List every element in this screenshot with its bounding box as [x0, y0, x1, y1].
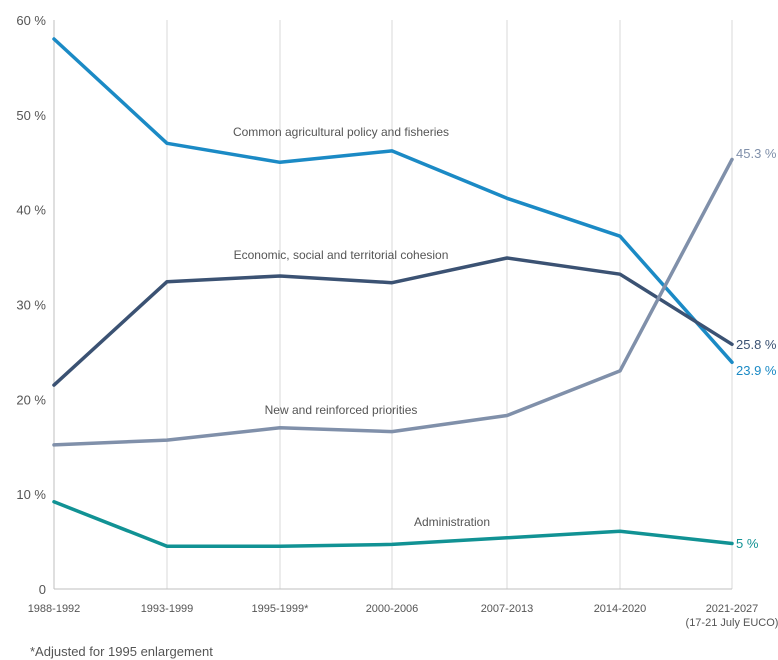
data-point-1-0 [52, 383, 56, 387]
data-point-3-3 [390, 542, 394, 546]
y-tick-label-4: 40 % [16, 203, 46, 218]
y-tick-label-2: 20 % [16, 392, 46, 407]
data-point-3-1 [165, 544, 169, 548]
footnote: *Adjusted for 1995 enlargement [30, 644, 213, 659]
data-point-3-4 [505, 536, 509, 540]
data-point-2-4 [505, 414, 509, 418]
data-point-1-2 [278, 274, 282, 278]
data-point-0-2 [278, 160, 282, 164]
y-tick-label-0: 0 [39, 582, 46, 597]
data-point-2-0 [52, 443, 56, 447]
x-tick-sublabel-6: (17-21 July EUCO) [686, 617, 778, 629]
x-tick-label-3: 2000-2006 [366, 603, 419, 615]
series-label-0: Common agricultural policy and fisheries [233, 125, 449, 139]
data-point-2-2 [278, 426, 282, 430]
data-point-0-5 [618, 234, 622, 238]
data-point-1-6 [730, 342, 734, 346]
y-tick-label-5: 50 % [16, 108, 46, 123]
end-value-label-2: 45.3 % [736, 146, 777, 161]
x-tick-label-1: 1993-1999 [141, 603, 194, 615]
x-tick-label-5: 2014-2020 [594, 603, 647, 615]
x-tick-label-4: 2007-2013 [481, 603, 534, 615]
x-tick-label-2: 1995-1999* [252, 603, 310, 615]
data-point-0-1 [165, 141, 169, 145]
data-point-3-0 [52, 500, 56, 504]
data-point-3-2 [278, 544, 282, 548]
data-point-0-6 [730, 360, 734, 364]
data-point-0-4 [505, 196, 509, 200]
y-tick-label-6: 60 % [16, 13, 46, 28]
data-point-2-1 [165, 438, 169, 442]
data-point-1-3 [390, 281, 394, 285]
series-line-2 [52, 157, 734, 447]
series-label-3: Administration [414, 515, 490, 529]
x-tick-label-6: 2021-2027 [706, 603, 759, 615]
series-label-2: New and reinforced priorities [265, 403, 418, 417]
series-line-3 [52, 500, 734, 549]
data-point-2-6 [730, 157, 734, 161]
data-point-0-0 [52, 37, 56, 41]
data-point-2-3 [390, 430, 394, 434]
data-point-0-3 [390, 149, 394, 153]
series-label-1: Economic, social and territorial cohesio… [234, 248, 449, 262]
data-point-3-6 [730, 542, 734, 546]
data-point-1-1 [165, 280, 169, 284]
y-tick-label-1: 10 % [16, 487, 46, 502]
y-tick-label-3: 30 % [16, 298, 46, 313]
series-line-0 [52, 37, 734, 365]
data-point-1-4 [505, 256, 509, 260]
x-tick-label-0: 1988-1992 [28, 603, 81, 615]
end-value-label-3: 5 % [736, 536, 759, 551]
series-line-1 [52, 256, 734, 387]
data-point-1-5 [618, 272, 622, 276]
data-point-3-5 [618, 529, 622, 533]
end-value-label-1: 25.8 % [736, 337, 777, 352]
data-point-2-5 [618, 369, 622, 373]
end-value-label-0: 23.9 % [736, 363, 777, 378]
